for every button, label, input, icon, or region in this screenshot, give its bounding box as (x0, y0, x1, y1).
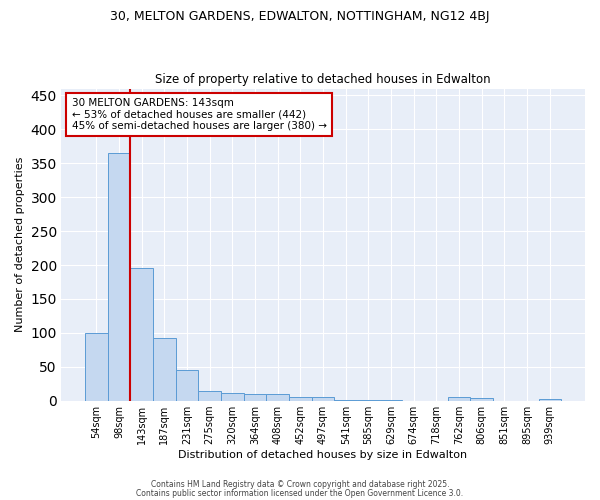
Bar (176, 370, 199, 401)
X-axis label: Distribution of detached houses by size in Edwalton: Distribution of detached houses by size … (178, 450, 467, 460)
Text: Contains public sector information licensed under the Open Government Licence 3.: Contains public sector information licen… (136, 488, 464, 498)
Bar (470, 398, 493, 401)
Bar (312, 398, 334, 401)
Bar (289, 396, 312, 401)
Text: Contains HM Land Registry data © Crown copyright and database right 2025.: Contains HM Land Registry data © Crown c… (151, 480, 449, 489)
Bar (85, 333, 107, 401)
Bar (357, 400, 380, 401)
Bar (266, 394, 289, 401)
Bar (221, 392, 244, 401)
Bar (539, 398, 561, 401)
Bar (448, 398, 470, 401)
Bar (334, 400, 357, 401)
Bar (199, 390, 221, 401)
Bar (130, 268, 153, 401)
Title: Size of property relative to detached houses in Edwalton: Size of property relative to detached ho… (155, 73, 491, 86)
Text: 30, MELTON GARDENS, EDWALTON, NOTTINGHAM, NG12 4BJ: 30, MELTON GARDENS, EDWALTON, NOTTINGHAM… (110, 10, 490, 23)
Text: 30 MELTON GARDENS: 143sqm
← 53% of detached houses are smaller (442)
45% of semi: 30 MELTON GARDENS: 143sqm ← 53% of detac… (71, 98, 326, 131)
Bar (107, 153, 130, 401)
Bar (153, 338, 176, 401)
Y-axis label: Number of detached properties: Number of detached properties (15, 157, 25, 332)
Bar (244, 394, 266, 401)
Bar (380, 400, 403, 401)
